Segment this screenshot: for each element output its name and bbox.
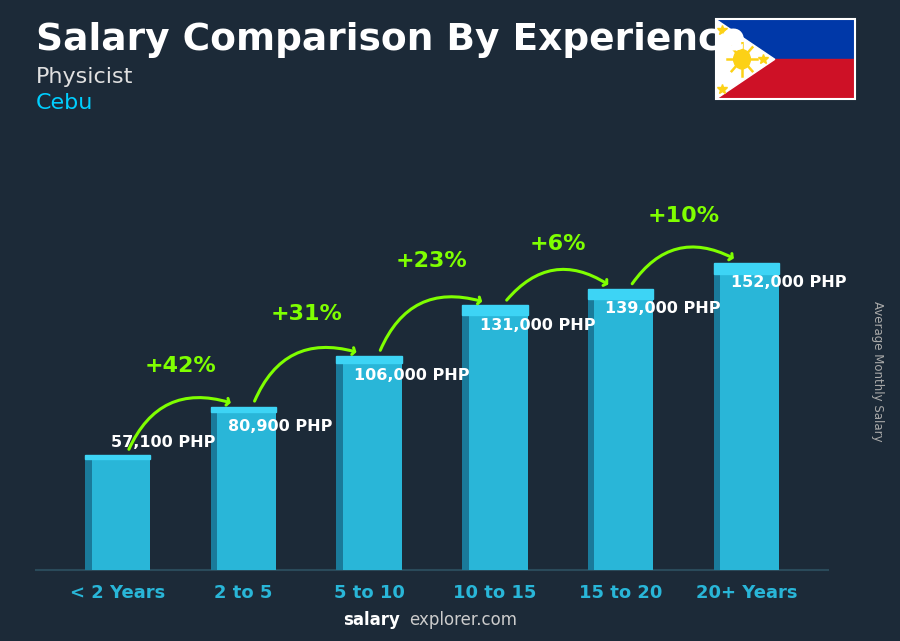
- Bar: [588, 289, 594, 570]
- Text: explorer.com: explorer.com: [410, 612, 518, 629]
- Bar: [714, 263, 720, 570]
- Bar: [463, 305, 527, 570]
- Text: +31%: +31%: [270, 304, 342, 324]
- Text: Physicist: Physicist: [36, 67, 133, 87]
- Bar: [463, 305, 469, 570]
- Circle shape: [734, 50, 751, 69]
- Text: Salary Comparison By Experience: Salary Comparison By Experience: [36, 22, 746, 58]
- Bar: [714, 263, 779, 274]
- Text: Average Monthly Salary: Average Monthly Salary: [871, 301, 884, 442]
- Text: 106,000 PHP: 106,000 PHP: [354, 368, 470, 383]
- Text: Cebu: Cebu: [36, 93, 94, 113]
- Text: salary: salary: [344, 612, 400, 629]
- Bar: [337, 356, 343, 570]
- Text: +42%: +42%: [145, 356, 216, 376]
- Bar: [85, 455, 92, 570]
- Bar: [714, 263, 779, 570]
- Bar: [337, 356, 401, 570]
- Bar: [211, 407, 217, 570]
- Bar: [211, 407, 276, 570]
- Bar: [588, 289, 653, 570]
- Bar: [716, 60, 855, 99]
- Text: 139,000 PHP: 139,000 PHP: [606, 301, 721, 317]
- Text: 152,000 PHP: 152,000 PHP: [731, 275, 847, 290]
- Polygon shape: [716, 19, 775, 99]
- Bar: [463, 305, 527, 315]
- Bar: [716, 19, 855, 60]
- Bar: [85, 455, 150, 459]
- Text: +6%: +6%: [529, 234, 586, 254]
- Bar: [85, 455, 150, 570]
- Text: +10%: +10%: [647, 206, 719, 226]
- Bar: [211, 407, 276, 412]
- Bar: [337, 356, 401, 363]
- Text: +23%: +23%: [396, 251, 468, 272]
- Bar: [588, 289, 653, 299]
- Text: 131,000 PHP: 131,000 PHP: [480, 318, 595, 333]
- Text: 80,900 PHP: 80,900 PHP: [229, 419, 333, 434]
- Text: 57,100 PHP: 57,100 PHP: [112, 435, 216, 450]
